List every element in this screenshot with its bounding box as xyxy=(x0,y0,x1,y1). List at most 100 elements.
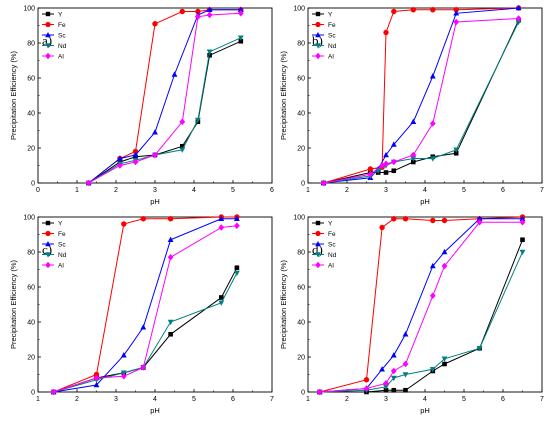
x-tick-label: 1 xyxy=(36,396,40,403)
data-point-sc: 99 xyxy=(206,6,213,13)
panel-label: c) xyxy=(42,242,52,257)
data-point-fe: 99 xyxy=(402,216,409,222)
legend-marker-nd xyxy=(45,252,51,258)
legend-label-fe: Fe xyxy=(328,22,336,29)
y-tick-label: 20 xyxy=(27,146,35,153)
data-point-sc: 4 xyxy=(93,381,100,388)
legend-label-fe: Fe xyxy=(58,22,66,29)
legend-label-y: Y xyxy=(58,220,63,227)
legend-label-al: Al xyxy=(58,53,64,60)
data-point-al: 92 xyxy=(453,18,460,26)
data-point-nd: 68 xyxy=(234,270,240,277)
series-line-fe xyxy=(323,7,519,184)
legend-marker-fe xyxy=(45,230,51,237)
x-tick-label: 5 xyxy=(462,396,466,403)
y-tick-label: 60 xyxy=(297,76,305,83)
x-tick-label: 4 xyxy=(423,187,427,194)
data-point-al: 95 xyxy=(195,13,201,21)
legend-marker-sc xyxy=(315,241,321,247)
legend-marker-al xyxy=(45,52,51,60)
y-tick-label: 100 xyxy=(23,6,35,13)
data-point-y: 1 xyxy=(403,387,408,393)
legend-label-al: Al xyxy=(328,262,334,269)
legend-label-y: Y xyxy=(328,11,333,18)
series-line-y xyxy=(88,40,242,184)
legend-marker-al xyxy=(315,52,321,60)
series-line-fe xyxy=(88,9,241,184)
x-tick-label: 5 xyxy=(231,187,235,194)
legend-marker-sc xyxy=(45,241,51,247)
data-point-al: 94 xyxy=(515,15,522,22)
data-point-sc: 99 xyxy=(237,6,244,13)
data-point-al: 16 xyxy=(410,151,417,159)
data-point-sc: 87 xyxy=(167,236,174,243)
data-point-al: 16 xyxy=(152,151,158,159)
x-tick-label: 3 xyxy=(384,187,388,194)
x-axis-label: pH xyxy=(150,406,160,415)
y-tick-label: 20 xyxy=(27,355,35,362)
legend: Y Fe Sc Nd Al xyxy=(312,11,337,60)
data-point-sc: 97 xyxy=(453,10,460,16)
legend-marker-al xyxy=(315,261,321,269)
y-tick-label: 100 xyxy=(293,6,305,13)
x-tick-label: 3 xyxy=(114,396,118,403)
data-point-y: 87 xyxy=(520,237,525,243)
data-point-sc: 22 xyxy=(390,141,397,147)
data-point-fe: 8 xyxy=(367,166,374,172)
data-point-al: 11 xyxy=(383,160,389,168)
data-point-sc: 80 xyxy=(441,248,448,255)
data-point-nd: 19 xyxy=(453,147,460,153)
x-tick-label: 2 xyxy=(345,396,349,403)
data-point-nd: 19 xyxy=(179,147,186,153)
y-tick-label: 60 xyxy=(27,285,35,292)
legend-marker-nd xyxy=(315,43,321,49)
data-point-al: 12 xyxy=(390,158,397,166)
data-point-al: 12 xyxy=(132,158,139,166)
y-tick-label: 0 xyxy=(301,181,305,188)
data-point-fe: 98 xyxy=(391,8,397,15)
data-point-y: 17 xyxy=(453,150,459,156)
data-point-al: 0 xyxy=(85,179,92,187)
legend-marker-y xyxy=(315,11,321,17)
data-point-al: 5 xyxy=(383,379,389,387)
legend-label-sc: Sc xyxy=(328,32,336,39)
legend-marker-al xyxy=(45,261,51,269)
data-point-nd: 13 xyxy=(429,366,436,373)
x-axis-label: pH xyxy=(420,197,430,206)
data-point-sc: 29 xyxy=(152,129,158,135)
legend-marker-fe xyxy=(315,21,321,28)
data-point-al: 72 xyxy=(441,262,448,270)
legend-marker-nd xyxy=(45,43,51,49)
data-point-fe: 7 xyxy=(363,377,370,383)
data-point-y: 1 xyxy=(383,387,389,393)
series-line-al xyxy=(319,221,523,393)
data-point-y: 71 xyxy=(234,265,240,271)
x-tick-label: 7 xyxy=(270,396,274,403)
data-point-fe: 99 xyxy=(410,7,416,13)
data-point-y: 6 xyxy=(383,170,389,175)
data-point-y: 54 xyxy=(219,295,224,300)
data-point-al: 0 xyxy=(320,179,327,187)
data-point-nd: 14 xyxy=(429,156,436,162)
y-tick-label: 0 xyxy=(301,390,305,397)
x-tick-label: 4 xyxy=(192,187,196,194)
y-tick-label: 100 xyxy=(293,215,305,222)
data-point-fe: 86 xyxy=(383,29,389,36)
y-axis-label: Precipitation Efficiency (%) xyxy=(279,259,288,349)
series-line-sc xyxy=(319,218,523,393)
series-line-y xyxy=(53,267,238,393)
plot-frame xyxy=(37,216,273,393)
x-tick-label: 7 xyxy=(540,187,544,194)
data-point-nd: 75 xyxy=(206,49,213,55)
data-point-al: 96 xyxy=(206,11,213,19)
x-tick-label: 6 xyxy=(231,396,235,403)
data-point-al: 97 xyxy=(237,9,244,17)
legend-label-sc: Sc xyxy=(58,241,66,248)
legend: Y Fe Sc Nd Al xyxy=(312,220,337,269)
legend-label-al: Al xyxy=(328,53,334,60)
x-tick-label: 5 xyxy=(192,396,196,403)
legend-marker-fe xyxy=(45,21,51,28)
x-axis-label: pH xyxy=(420,406,430,415)
